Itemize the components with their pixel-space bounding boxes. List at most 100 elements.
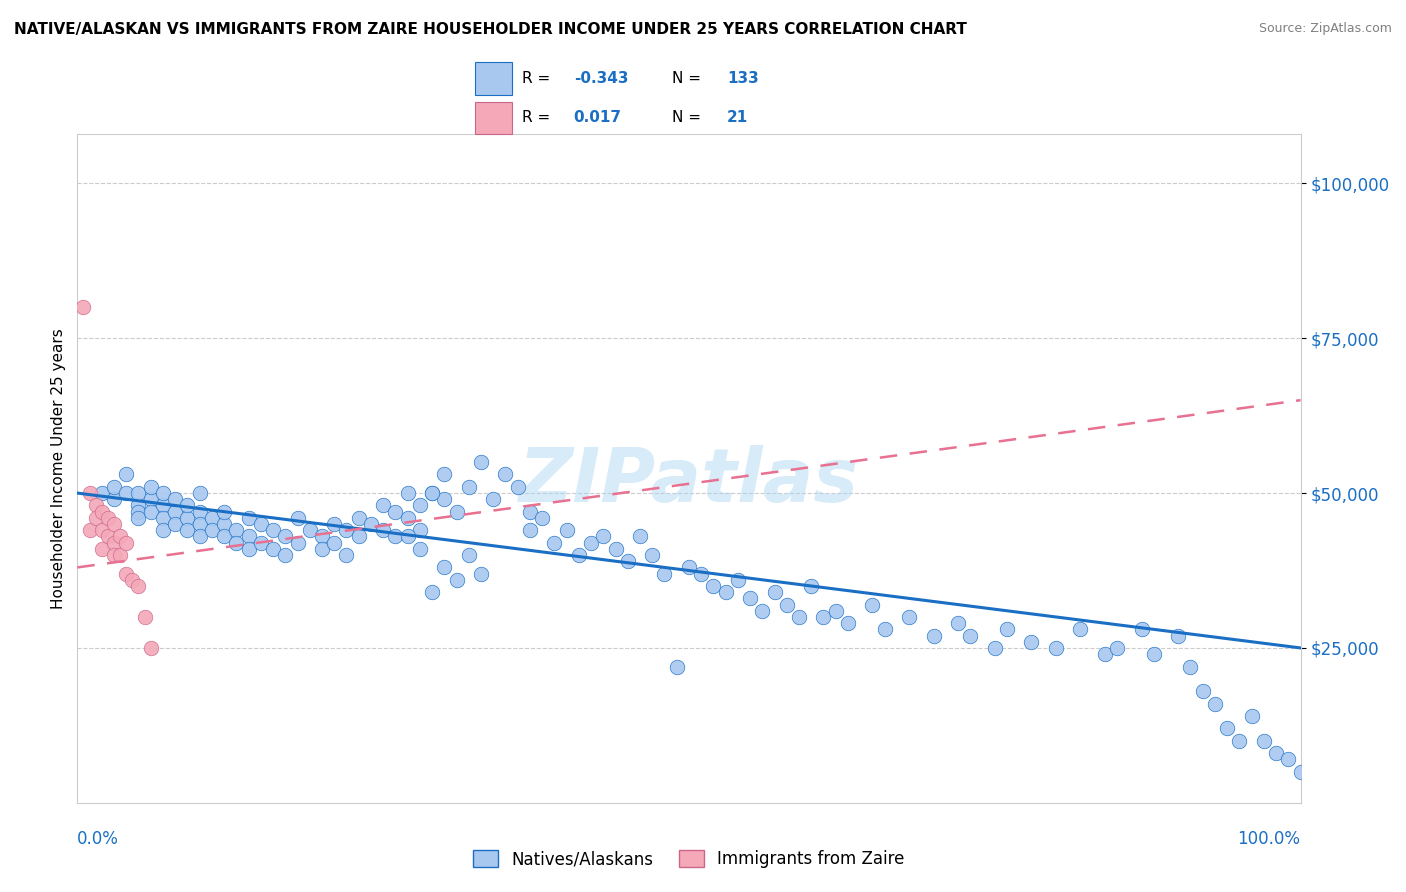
Point	[139, 492, 162, 507]
Point	[420, 585, 443, 599]
Point	[103, 480, 125, 494]
Point	[90, 486, 112, 500]
Point	[873, 623, 896, 637]
Point	[134, 610, 156, 624]
Point	[84, 499, 107, 513]
Point	[898, 610, 921, 624]
Point	[127, 505, 149, 519]
Point	[335, 548, 357, 562]
Point	[714, 585, 737, 599]
Point	[420, 486, 443, 500]
Point	[108, 548, 131, 562]
Point	[115, 535, 138, 549]
Point	[298, 523, 321, 537]
Point	[139, 640, 162, 655]
Point	[262, 541, 284, 556]
Point	[384, 505, 406, 519]
Point	[1277, 752, 1299, 766]
Point	[127, 579, 149, 593]
Point	[311, 541, 333, 556]
Point	[79, 486, 101, 500]
Text: 0.017: 0.017	[574, 111, 621, 125]
Point	[1045, 640, 1067, 655]
Text: R =: R =	[523, 71, 555, 86]
Point	[495, 467, 517, 482]
Point	[250, 517, 273, 532]
Point	[470, 455, 492, 469]
Point	[212, 505, 235, 519]
Point	[628, 529, 651, 543]
FancyBboxPatch shape	[475, 62, 512, 95]
Point	[371, 499, 394, 513]
Point	[176, 523, 198, 537]
Text: 133: 133	[727, 71, 759, 86]
Point	[72, 300, 94, 314]
Point	[335, 523, 357, 537]
Point	[862, 598, 884, 612]
Point	[1253, 734, 1275, 748]
Point	[519, 523, 541, 537]
Point	[165, 492, 187, 507]
Point	[984, 640, 1007, 655]
Point	[420, 486, 443, 500]
Point	[97, 511, 120, 525]
Point	[740, 591, 762, 606]
Y-axis label: Householder Income Under 25 years: Householder Income Under 25 years	[51, 328, 66, 608]
Point	[311, 529, 333, 543]
Point	[84, 511, 107, 525]
Point	[1130, 623, 1153, 637]
Point	[433, 492, 456, 507]
Point	[470, 566, 492, 581]
Point	[946, 616, 969, 631]
Point	[108, 529, 131, 543]
Point	[605, 541, 627, 556]
Point	[1229, 734, 1251, 748]
Point	[360, 517, 382, 532]
Text: -0.343: -0.343	[574, 71, 628, 86]
Point	[409, 499, 432, 513]
Point	[238, 511, 260, 525]
Point	[90, 523, 112, 537]
Point	[1143, 647, 1166, 661]
Point	[127, 511, 149, 525]
Point	[287, 535, 309, 549]
Point	[751, 604, 773, 618]
Point	[727, 573, 749, 587]
Point	[1107, 640, 1129, 655]
Point	[238, 541, 260, 556]
Text: 100.0%: 100.0%	[1237, 830, 1301, 847]
Text: R =: R =	[523, 111, 555, 125]
Point	[274, 529, 297, 543]
Point	[396, 486, 419, 500]
Point	[482, 492, 505, 507]
Point	[1069, 623, 1091, 637]
Point	[800, 579, 823, 593]
Point	[824, 604, 846, 618]
Point	[922, 628, 945, 642]
Point	[506, 480, 529, 494]
Point	[79, 523, 101, 537]
Point	[1021, 634, 1043, 648]
Point	[347, 511, 370, 525]
Point	[115, 486, 138, 500]
Point	[446, 505, 468, 519]
Point	[457, 548, 479, 562]
Point	[579, 535, 602, 549]
Point	[1289, 764, 1312, 779]
Point	[433, 467, 456, 482]
Point	[396, 511, 419, 525]
Point	[103, 548, 125, 562]
Point	[127, 499, 149, 513]
Point	[103, 492, 125, 507]
Point	[176, 511, 198, 525]
Point	[1265, 746, 1288, 760]
Point	[152, 499, 174, 513]
Point	[188, 486, 211, 500]
Legend: Natives/Alaskans, Immigrants from Zaire: Natives/Alaskans, Immigrants from Zaire	[467, 843, 911, 875]
Point	[165, 505, 187, 519]
Text: N =: N =	[672, 111, 706, 125]
Point	[139, 505, 162, 519]
Point	[212, 529, 235, 543]
Point	[201, 511, 224, 525]
Point	[152, 511, 174, 525]
